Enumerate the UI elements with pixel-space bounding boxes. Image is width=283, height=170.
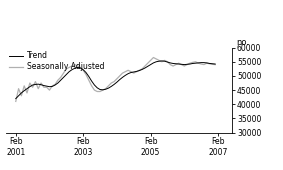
Seasonally Adjusted bbox=[152, 56, 155, 58]
Trend bbox=[14, 98, 18, 100]
Legend: Trend, Seasonally Adjusted: Trend, Seasonally Adjusted bbox=[9, 51, 104, 71]
Seasonally Adjusted bbox=[149, 59, 152, 61]
Trend bbox=[149, 64, 152, 66]
Trend bbox=[140, 68, 144, 70]
Trend bbox=[62, 76, 65, 78]
Seasonally Adjusted bbox=[14, 100, 18, 103]
Seasonally Adjusted bbox=[213, 64, 217, 66]
Line: Seasonally Adjusted: Seasonally Adjusted bbox=[16, 57, 215, 101]
Seasonally Adjusted bbox=[140, 68, 144, 70]
Trend bbox=[213, 63, 217, 65]
Seasonally Adjusted bbox=[42, 86, 46, 88]
Trend bbox=[82, 69, 85, 71]
Seasonally Adjusted bbox=[82, 69, 85, 71]
Trend bbox=[127, 73, 130, 75]
Seasonally Adjusted bbox=[127, 69, 130, 71]
Trend bbox=[160, 60, 164, 62]
Trend bbox=[42, 84, 46, 87]
Line: Trend: Trend bbox=[16, 61, 215, 99]
Text: no.: no. bbox=[237, 38, 250, 47]
Seasonally Adjusted bbox=[62, 72, 65, 74]
